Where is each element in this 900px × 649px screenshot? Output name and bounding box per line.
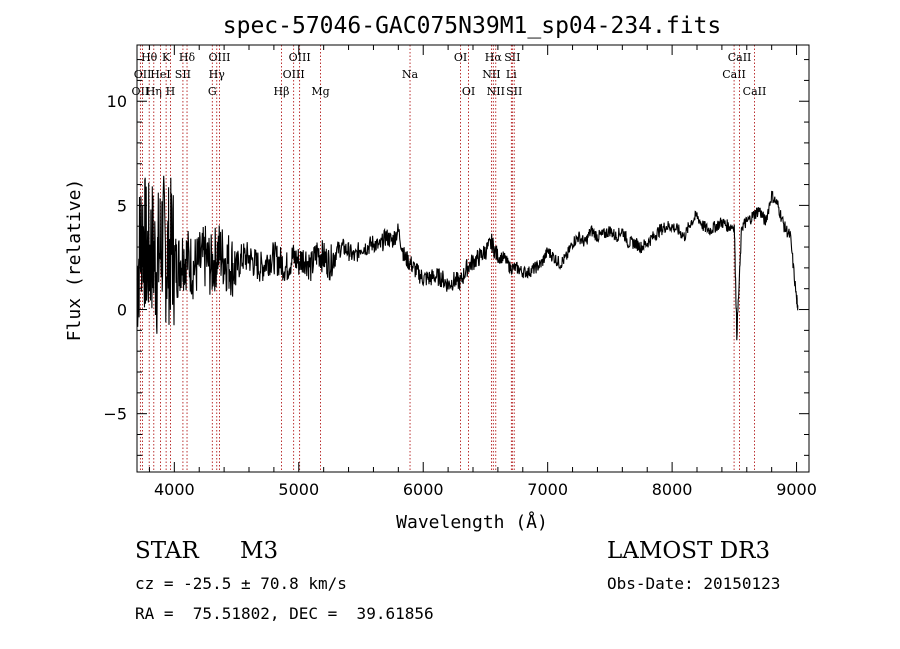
obs-date: Obs-Date: 20150123 xyxy=(607,574,781,593)
x-tick-label: 4000 xyxy=(154,480,195,499)
line-marker-label: OIII xyxy=(289,51,311,64)
line-marker-label: NII xyxy=(487,85,505,98)
line-marker-label: Mg xyxy=(311,85,329,98)
x-axis-label: Wavelength (Å) xyxy=(396,511,548,533)
line-marker-label: Hδ xyxy=(179,51,196,64)
spectrum-line xyxy=(136,175,799,341)
line-marker-label: CaII xyxy=(743,85,767,98)
x-tick-label: 5000 xyxy=(278,480,319,499)
line-marker-label: Hθ xyxy=(141,51,158,64)
y-tick-label: 0 xyxy=(117,301,127,320)
object-class: STAR xyxy=(135,538,199,564)
line-marker-label: NII xyxy=(482,68,500,81)
x-tick-label: 8000 xyxy=(652,480,693,499)
coordinates: RA = 75.51802, DEC = 39.61856 xyxy=(135,604,434,623)
chart-title: spec-57046-GAC075N39M1_sp04-234.fits xyxy=(223,13,722,39)
y-tick-label: −5 xyxy=(103,405,127,424)
line-marker-label: K xyxy=(162,51,171,64)
survey-name: LAMOST DR3 xyxy=(607,538,771,564)
line-marker-label: Hγ xyxy=(209,68,226,81)
line-marker-label: Hβ xyxy=(274,85,290,98)
line-marker-label: Hα xyxy=(485,51,503,64)
x-tick-label: 6000 xyxy=(403,480,444,499)
line-marker-label: OIII xyxy=(283,68,305,81)
line-marker-label: CaII xyxy=(728,51,752,64)
x-tick-label: 9000 xyxy=(776,480,817,499)
redshift-readout: cz = -25.5 ± 70.8 km/s xyxy=(135,574,347,593)
line-marker-label: Hη xyxy=(146,85,162,98)
y-tick-label: 10 xyxy=(107,92,127,111)
line-marker-label: OII xyxy=(132,85,150,98)
object-subclass: M3 xyxy=(240,538,279,564)
line-marker-label: SII xyxy=(175,68,191,81)
line-marker-label: OII xyxy=(134,68,152,81)
y-axis-label: Flux (relative) xyxy=(64,179,85,342)
line-marker-label: SII xyxy=(506,85,522,98)
axis-ticks: 4000 5000 6000 7000 8000 9000 −5 0 5 10 xyxy=(103,45,817,499)
line-marker-label: HeI xyxy=(150,68,170,81)
line-marker-label: OI xyxy=(462,85,475,98)
x-tick-label: 7000 xyxy=(527,480,568,499)
line-marker-label: Na xyxy=(402,68,419,81)
line-marker-label: SII xyxy=(504,51,520,64)
line-marker-label: G xyxy=(208,85,217,98)
line-marker-label: OI xyxy=(454,51,467,64)
line-marker-label: Li xyxy=(506,68,517,81)
line-marker-label: CaII xyxy=(722,68,746,81)
y-tick-label: 5 xyxy=(117,196,127,215)
line-marker-label: H xyxy=(166,85,176,98)
line-marker-label: OIII xyxy=(208,51,230,64)
